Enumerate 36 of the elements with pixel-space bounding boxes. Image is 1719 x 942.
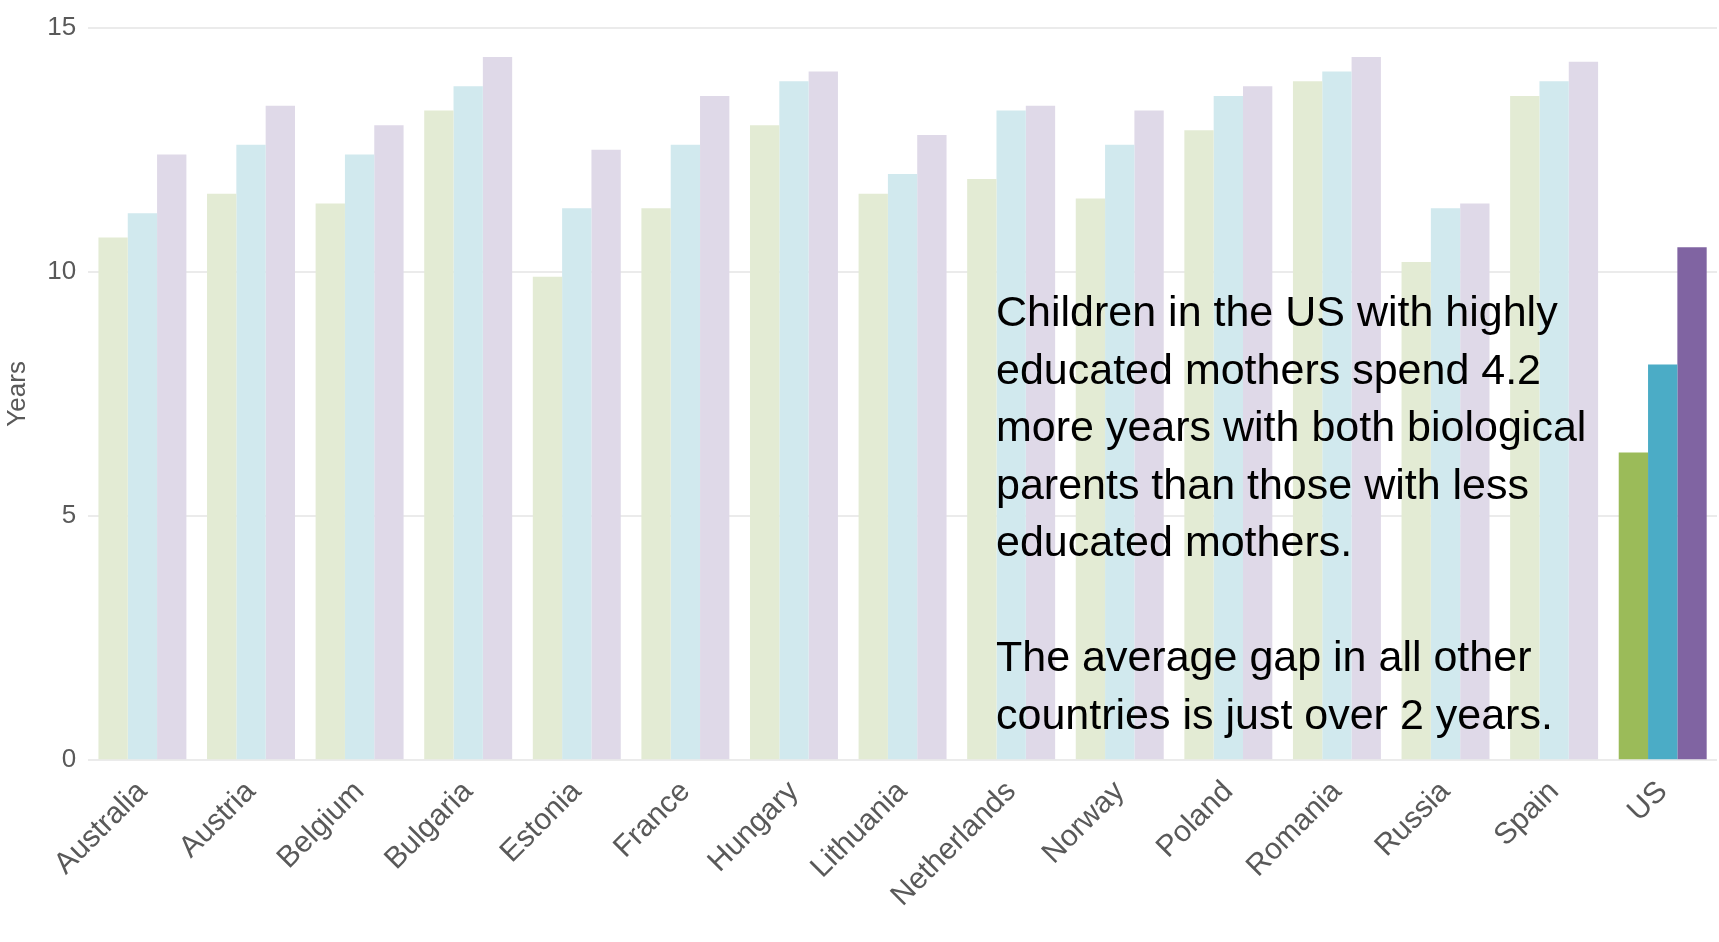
bar [887, 174, 918, 760]
bar [532, 276, 563, 760]
bar [808, 71, 838, 760]
bar [265, 105, 295, 760]
bar [236, 144, 266, 760]
bar [749, 125, 780, 760]
bar [344, 154, 375, 760]
bar [1618, 452, 1649, 760]
bar [562, 208, 592, 760]
bar [98, 237, 128, 760]
y-tick-label: 5 [61, 499, 77, 530]
annotation: Children in the US with highly educated mothers spend 4.2 more years with both biological parents than those with less educated mothers. [996, 286, 1588, 567]
annotation: The average gap in all other countries is just over 2 years. [996, 631, 1554, 740]
bar [424, 110, 454, 760]
bar [670, 144, 701, 760]
bar [127, 213, 158, 760]
y-tick-label: 0 [61, 743, 77, 774]
bar [1648, 364, 1678, 760]
bar [207, 193, 237, 760]
bar [591, 149, 621, 760]
bar [315, 203, 345, 760]
bar [967, 179, 997, 760]
y-axis-title: Years [0, 361, 31, 427]
bar [779, 81, 809, 760]
bar [482, 56, 513, 760]
bar [453, 86, 483, 760]
x-tick-label: US [1619, 773, 1673, 827]
bar [374, 125, 404, 760]
y-tick-label: 15 [47, 10, 77, 41]
bar [641, 208, 671, 760]
bar [858, 193, 888, 760]
bar [1677, 247, 1707, 760]
bar [157, 154, 187, 760]
bar [700, 95, 730, 760]
y-tick-label: 10 [47, 254, 77, 285]
bar [917, 135, 947, 760]
